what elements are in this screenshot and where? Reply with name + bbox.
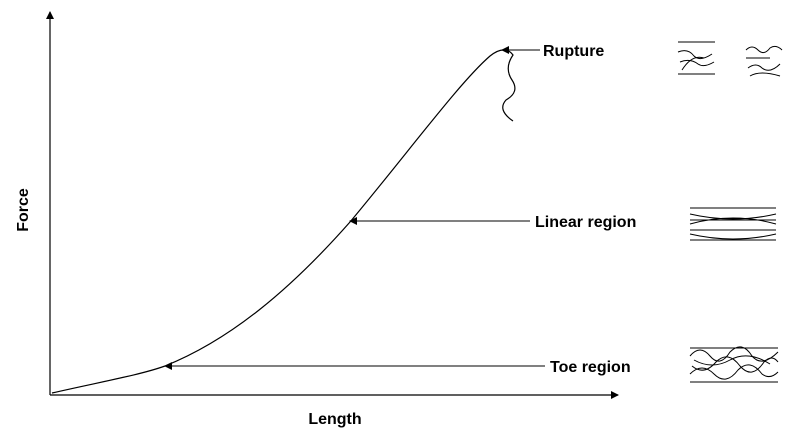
force-length-curve xyxy=(51,49,516,394)
annotation-label: Rupture xyxy=(543,43,604,60)
fiber-icon-linear xyxy=(689,207,777,241)
annotation-label: Toe region xyxy=(550,359,631,376)
fiber-icon-rupture xyxy=(677,41,783,77)
y-axis-label: Force xyxy=(15,188,32,232)
fiber-icon-toe xyxy=(689,346,779,383)
annotation-label: Linear region xyxy=(535,214,636,231)
x-axis-label: Length xyxy=(308,411,361,428)
